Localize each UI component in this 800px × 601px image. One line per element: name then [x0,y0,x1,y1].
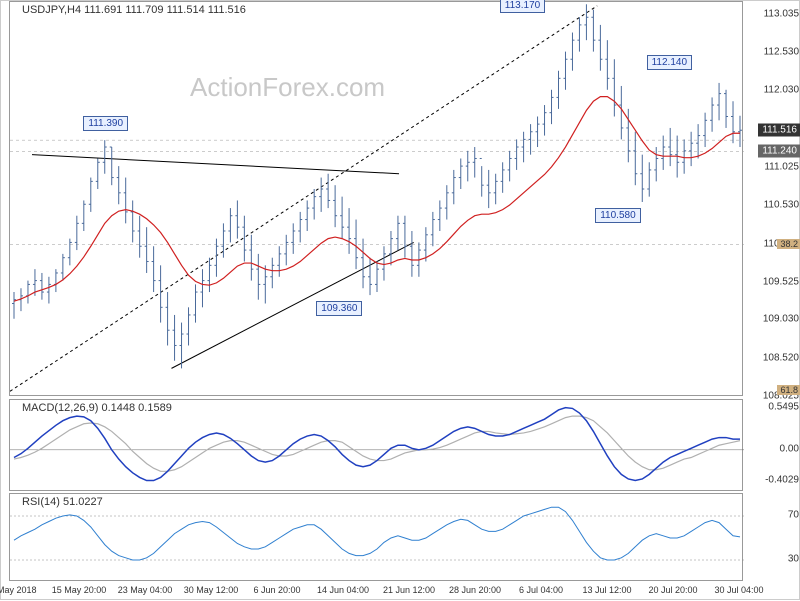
y-tick-label: 108.520 [763,353,799,364]
x-tick-label: 28 Jun 20:00 [449,585,501,595]
price-annotation: 110.580 [595,208,640,223]
y-tick-label: 0.00 [780,443,799,454]
price-y-axis: 113.035112.530112.030111.530111.025110.5… [745,1,800,396]
price-svg [10,2,744,397]
price-annotation: 111.390 [83,116,128,131]
y-tick-label: 110.530 [764,199,799,210]
rsi-svg [10,494,744,582]
fib-382-label: 38.2 [777,239,800,249]
y-tick-label: 111.025 [764,162,799,173]
y-tick-label: 109.525 [763,276,799,287]
timeframe: H4 [67,4,81,16]
macd-plot-area[interactable]: MACD(12,26,9) 0.1448 0.1589 [9,399,743,491]
x-tick-label: 23 May 04:00 [118,585,173,595]
symbol: USDJPY [22,4,64,16]
ref-price-tag: 111.240 [758,144,800,157]
y-tick-label: 112.030 [764,85,799,96]
x-tick-label: 21 Jun 12:00 [383,585,435,595]
y-tick-label: -0.4029 [765,474,799,485]
y-tick-label: 109.030 [763,314,799,325]
x-tick-label: 30 May 12:00 [184,585,239,595]
ohlc-open: 111.691 [84,4,122,16]
y-tick-label: 70 [788,510,799,521]
y-tick-label: 0.5495 [768,401,799,412]
macd-panel: MACD(12,26,9) 0.1448 0.1589 0.5495 0.00 -0… [1,399,800,491]
price-annotation: 112.140 [647,55,692,70]
x-tick-label: 8 May 2018 [0,585,37,595]
x-tick-label: 6 Jun 20:00 [253,585,300,595]
x-tick-label: 6 Jul 04:00 [519,585,563,595]
rsi-plot-area[interactable]: RSI(14) 51.0227 [9,493,743,581]
price-annotation: 113.170 [500,0,545,13]
price-annotation: 109.360 [316,301,362,316]
y-tick-label: 112.530 [764,47,799,58]
macd-title: MACD(12,26,9) 0.1448 0.1589 [20,402,174,414]
x-tick-label: 20 Jul 20:00 [648,585,697,595]
x-tick-label: 13 Jul 12:00 [582,585,631,595]
chart-container: USDJPY,H4 111.691 111.709 111.514 111.51… [0,0,800,600]
ohlc-low: 111.514 [167,4,205,16]
rsi-y-axis: 70 30 [745,493,800,581]
x-tick-label: 14 Jun 04:00 [317,585,369,595]
ohlc-high: 111.709 [125,4,163,16]
macd-y-axis: 0.5495 0.00 -0.4029 [745,399,800,491]
time-x-axis: 8 May 201815 May 20:0023 May 04:0030 May… [9,583,741,601]
x-tick-label: 15 May 20:00 [52,585,107,595]
symbol-title: USDJPY,H4 111.691 111.709 111.514 111.51… [20,4,248,16]
rsi-title: RSI(14) 51.0227 [20,496,105,508]
y-tick-label: 113.035 [764,8,799,19]
fib-618-label: 61.8 [777,385,800,395]
rsi-panel: RSI(14) 51.0227 70 30 [1,493,800,581]
x-tick-label: 30 Jul 04:00 [714,585,763,595]
ohlc-close: 111.516 [208,4,246,16]
price-plot-area[interactable]: USDJPY,H4 111.691 111.709 111.514 111.51… [9,1,743,396]
main-price-panel: USDJPY,H4 111.691 111.709 111.514 111.51… [1,1,800,396]
current-price-tag: 111.516 [758,123,800,136]
y-tick-label: 30 [788,554,799,565]
